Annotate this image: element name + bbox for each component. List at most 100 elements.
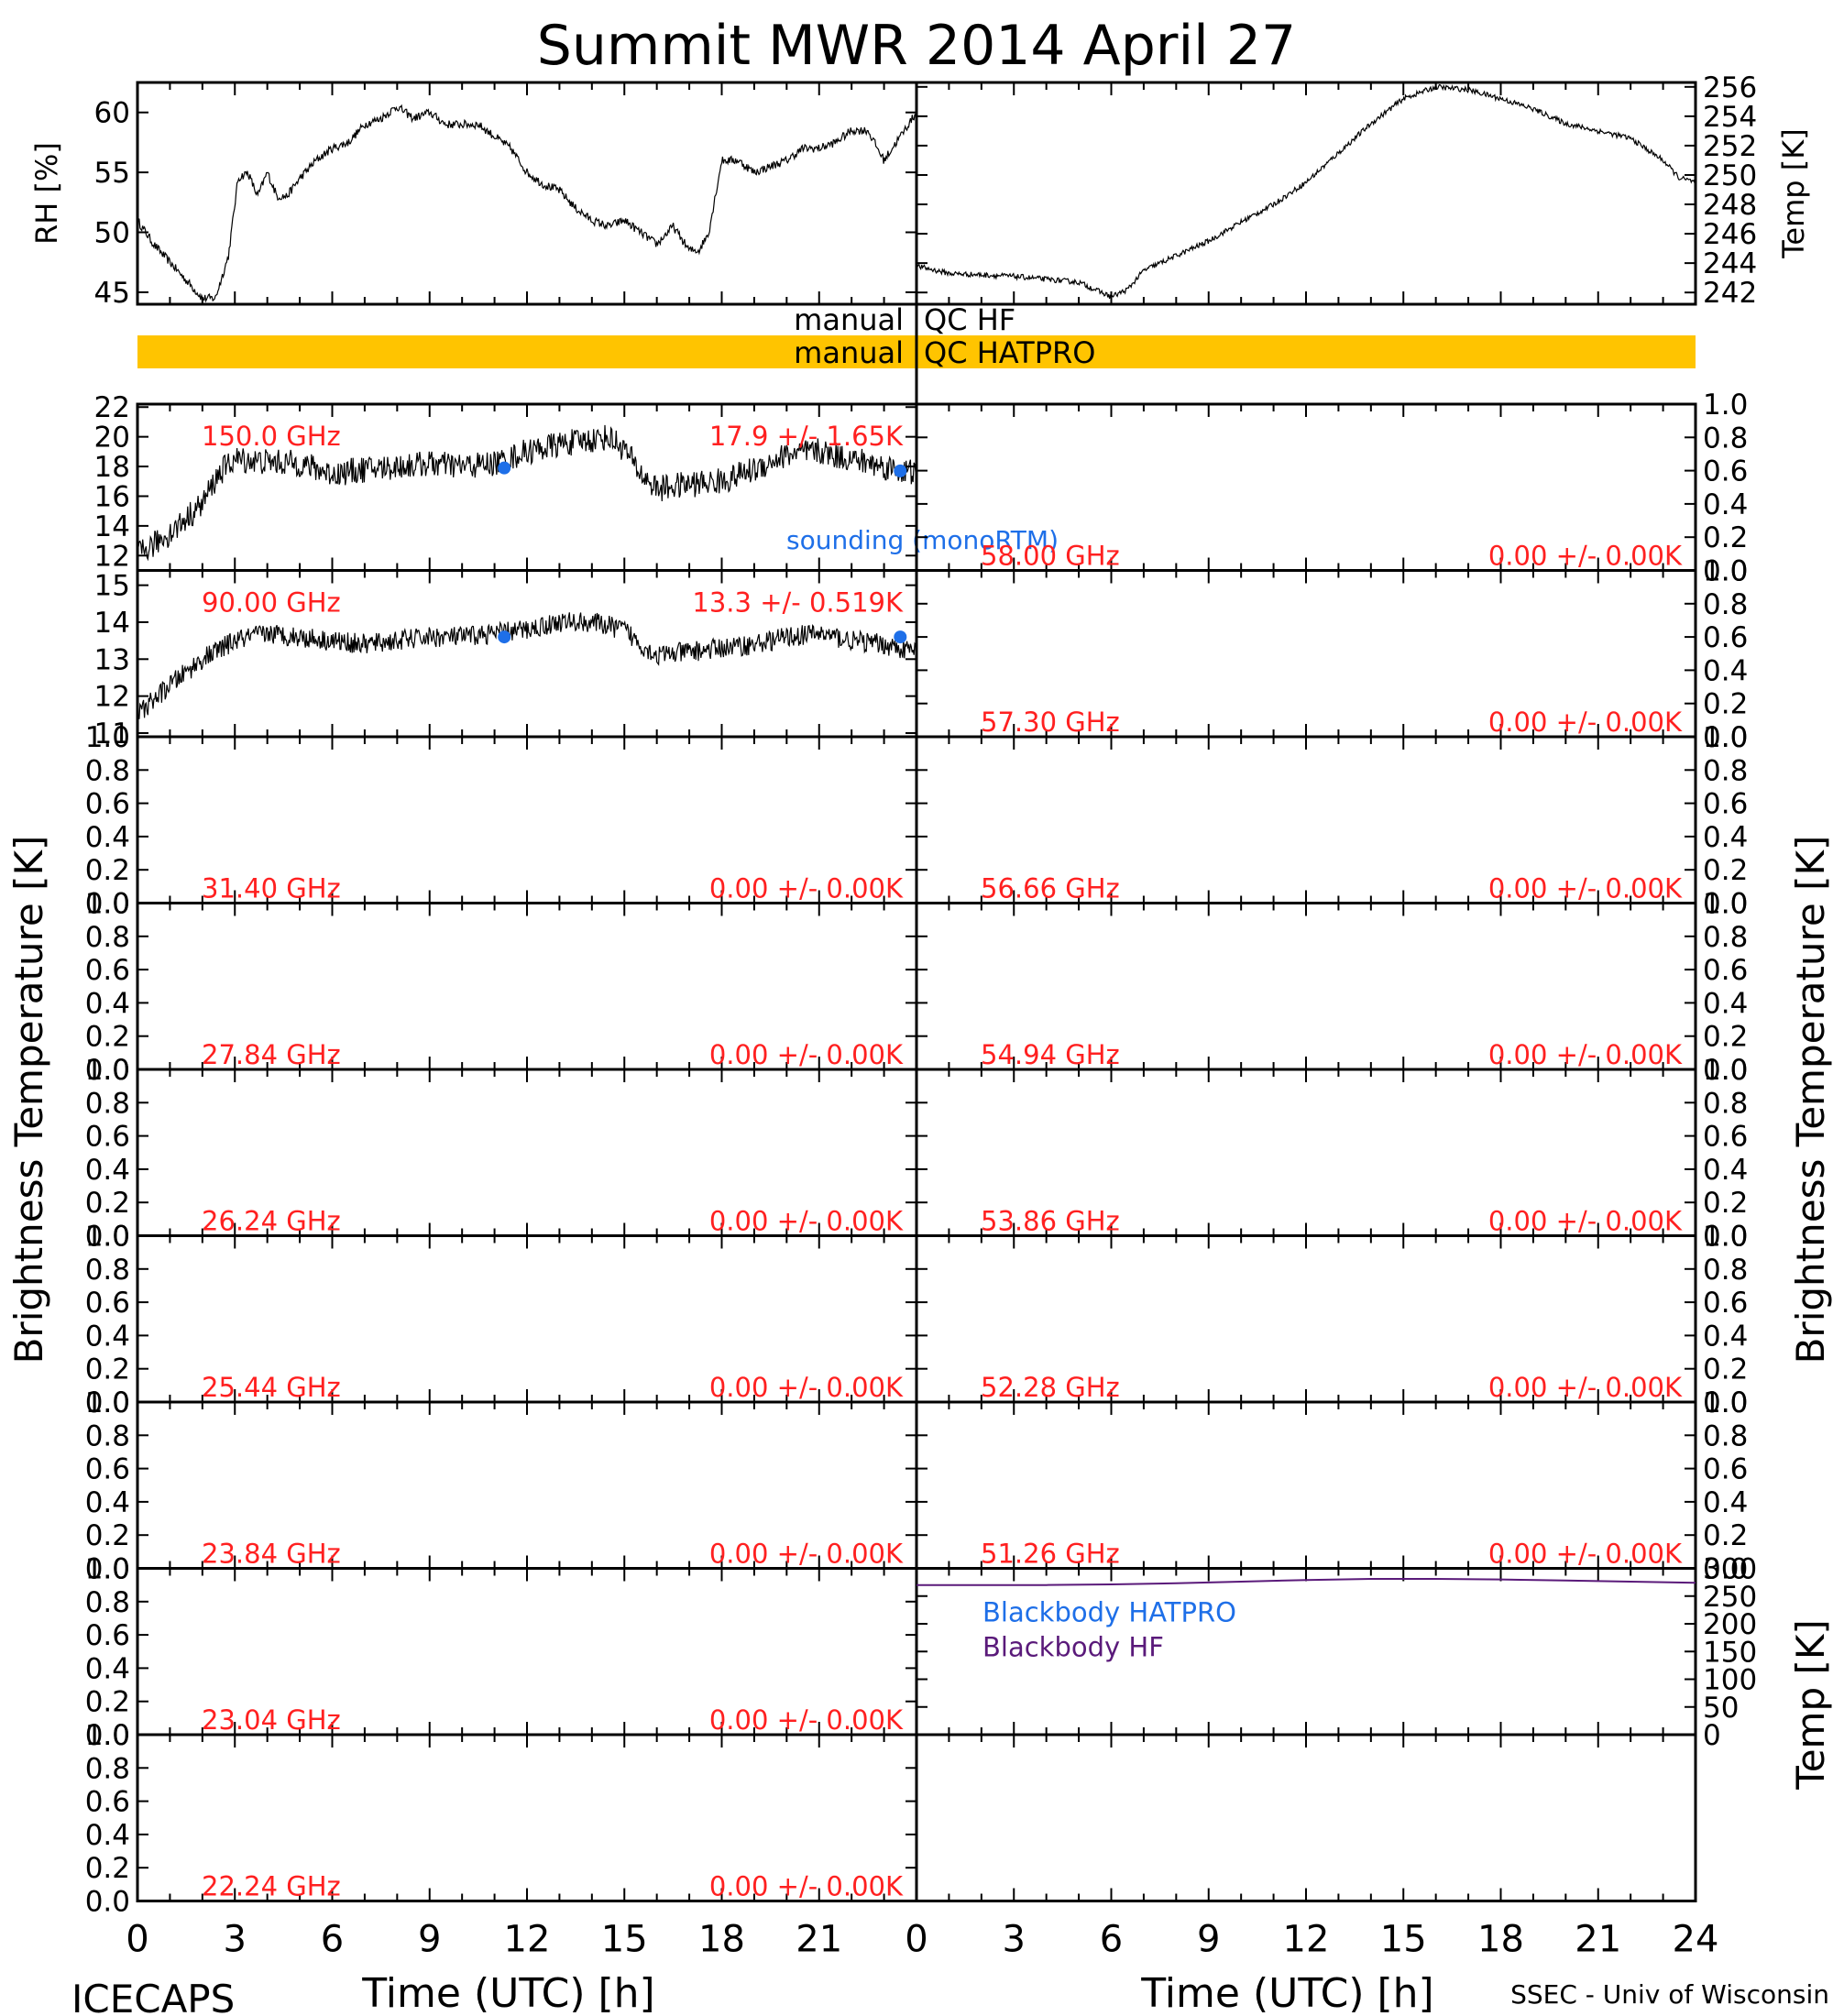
panel-56.66-ytick-label: 0.6 [1703, 788, 1748, 821]
panel-54.94-ytick-label: 0.4 [1703, 987, 1748, 1020]
panel-58.00-ytick-label: 0.0 [1703, 555, 1748, 588]
panel-150-ytick-label: 16 [94, 480, 130, 513]
stat-label: 0.00 +/- 0.00K [1488, 1206, 1683, 1237]
xtick-label-left: 15 [601, 1919, 648, 1961]
panel-23.04-ytick-label: 0.0 [85, 1719, 130, 1752]
stat-label: 0.00 +/- 0.00K [709, 873, 904, 904]
panel-56.66-ytick-label: 0.0 [1703, 888, 1748, 921]
xtick-label-right: 9 [1197, 1919, 1220, 1961]
xtick-label-left: 6 [321, 1919, 344, 1961]
freq-label: 22.24 GHz [202, 1871, 341, 1902]
xtick-label-left: 18 [698, 1919, 745, 1961]
panel-52.28-ytick-label: 0.8 [1703, 1254, 1748, 1287]
blackbody-ytick-label: 0 [1703, 1719, 1721, 1752]
blackbody-ytick-label: 100 [1703, 1664, 1757, 1697]
rh-ytick-label: 55 [94, 157, 130, 190]
panel-52.28-ytick-label: 0.4 [1703, 1320, 1748, 1353]
qc-hf-left-label: manual [794, 302, 904, 337]
brightness-ylabel-left: Brightness Temperature [K] [6, 836, 51, 1364]
sounding-legend: sounding (monoRTM) [786, 525, 1059, 555]
stat-label: 13.3 +/- 0.519K [692, 587, 904, 619]
panel-150-ytick-label: 18 [94, 451, 130, 484]
blackbody-ytick-label: 200 [1703, 1608, 1757, 1641]
panel-26.24-ytick-label: 0.0 [85, 1221, 130, 1254]
panel-22.24-ytick-label: 0.2 [85, 1852, 130, 1885]
temp-line [916, 82, 1696, 301]
rh-ytick-label: 60 [94, 97, 130, 130]
stat-label: 0.00 +/- 0.00K [1488, 1539, 1683, 1570]
sounding-point [894, 464, 907, 477]
stat-label: 17.9 +/- 1.65K [709, 421, 904, 452]
series-90 [137, 612, 917, 723]
panel-31.40-ytick-label: 0.0 [85, 888, 130, 921]
panel-56.66-ytick-label: 0.2 [1703, 854, 1748, 887]
panel-90-ytick-label: 11 [94, 718, 130, 751]
freq-label: 90.00 GHz [202, 587, 341, 619]
freq-label: 31.40 GHz [202, 873, 341, 904]
panel-58.00-ytick-label: 0.4 [1703, 488, 1748, 521]
panel-150-ytick-label: 22 [94, 391, 130, 424]
stat-label: 0.00 +/- 0.00K [709, 1039, 904, 1070]
panel-56.66-ytick-label: 0.8 [1703, 754, 1748, 787]
panel-54.94-ytick-label: 0.6 [1703, 954, 1748, 987]
freq-label: 26.24 GHz [202, 1206, 341, 1237]
panel-22.24-ytick-label: 0.4 [85, 1819, 130, 1852]
freq-label: 25.44 GHz [202, 1372, 341, 1403]
stat-label: 0.00 +/- 0.00K [1488, 541, 1683, 572]
qc-hf-right-label: QC HF [924, 302, 1015, 337]
panel-27.84-ytick-label: 0.2 [85, 1021, 130, 1054]
panel-31.40-ytick-label: 1.0 [85, 721, 130, 754]
panel-31.40-ytick-label: 0.8 [85, 754, 130, 787]
freq-label: 58.00 GHz [981, 541, 1120, 572]
freq-label: 23.04 GHz [202, 1704, 341, 1736]
stat-label: 0.00 +/- 0.00K [1488, 873, 1683, 904]
panel-54.94-ytick-label: 0.0 [1703, 1054, 1748, 1087]
panel-26.24-ytick-label: 0.6 [85, 1121, 130, 1154]
panel-53.86-ytick-label: 0.4 [1703, 1154, 1748, 1187]
xtick-label-right: 6 [1100, 1919, 1123, 1961]
panel-27.84-ytick-label: 0.0 [85, 1054, 130, 1087]
freq-label: 54.94 GHz [981, 1039, 1120, 1070]
qc-hatpro-left-label: manual [794, 335, 904, 370]
panel-22.24-ytick-label: 0.8 [85, 1752, 130, 1785]
temp-ytick-label: 242 [1703, 277, 1757, 310]
rh-line [137, 104, 917, 303]
panel-51.26-ytick-label: 0.2 [1703, 1519, 1748, 1552]
panel-57.30-ytick-label: 0.2 [1703, 688, 1748, 721]
stat-label: 0.00 +/- 0.00K [709, 1539, 904, 1570]
blackbody-ytick-label: 50 [1703, 1692, 1739, 1725]
panel-25.44-ytick-label: 0.8 [85, 1254, 130, 1287]
panel-23.84-ytick-label: 0.0 [85, 1553, 130, 1586]
brightness-ylabel-right: Brightness Temperature [K] [1788, 836, 1833, 1364]
panel-23.84-ytick-label: 0.8 [85, 1419, 130, 1452]
panel-25.44-ytick-label: 0.6 [85, 1287, 130, 1320]
temp-ytick-label: 256 [1703, 71, 1757, 104]
sounding-point [498, 461, 511, 475]
stat-label: 0.00 +/- 0.00K [1488, 1372, 1683, 1403]
blackbody-ytick-label: 150 [1703, 1636, 1757, 1669]
panel-51.26-ytick-label: 1.0 [1703, 1386, 1748, 1419]
xtick-label-left: 3 [224, 1919, 247, 1961]
series-150 [137, 424, 917, 562]
temp-ytick-label: 246 [1703, 218, 1757, 251]
stat-label: 0.00 +/- 0.00K [709, 1372, 904, 1403]
sounding-point [498, 630, 511, 644]
sounding-point [894, 630, 907, 644]
panel-58.00-ytick-label: 0.2 [1703, 521, 1748, 554]
xtick-label-left: 0 [126, 1919, 148, 1961]
panel-25.44-ytick-label: 0.0 [85, 1386, 130, 1419]
panel-26.24-ytick-label: 1.0 [85, 1054, 130, 1087]
panel-53.86-ytick-label: 0.8 [1703, 1087, 1748, 1120]
panel-90-ytick-label: 14 [94, 607, 130, 640]
xtick-label-left: 12 [504, 1919, 551, 1961]
panel-27.84-ytick-label: 0.4 [85, 987, 130, 1020]
blackbody-ytick-label: 300 [1703, 1553, 1757, 1586]
panel-90-ytick-label: 12 [94, 681, 130, 714]
chart-title: Summit MWR 2014 April 27 [537, 14, 1296, 78]
xtick-label-right: 24 [1673, 1919, 1719, 1961]
xtick-label-right: 12 [1283, 1919, 1330, 1961]
stat-label: 0.00 +/- 0.00K [1488, 707, 1683, 738]
footer-right-label: SSEC - Univ of Wisconsin [1510, 1979, 1829, 2010]
